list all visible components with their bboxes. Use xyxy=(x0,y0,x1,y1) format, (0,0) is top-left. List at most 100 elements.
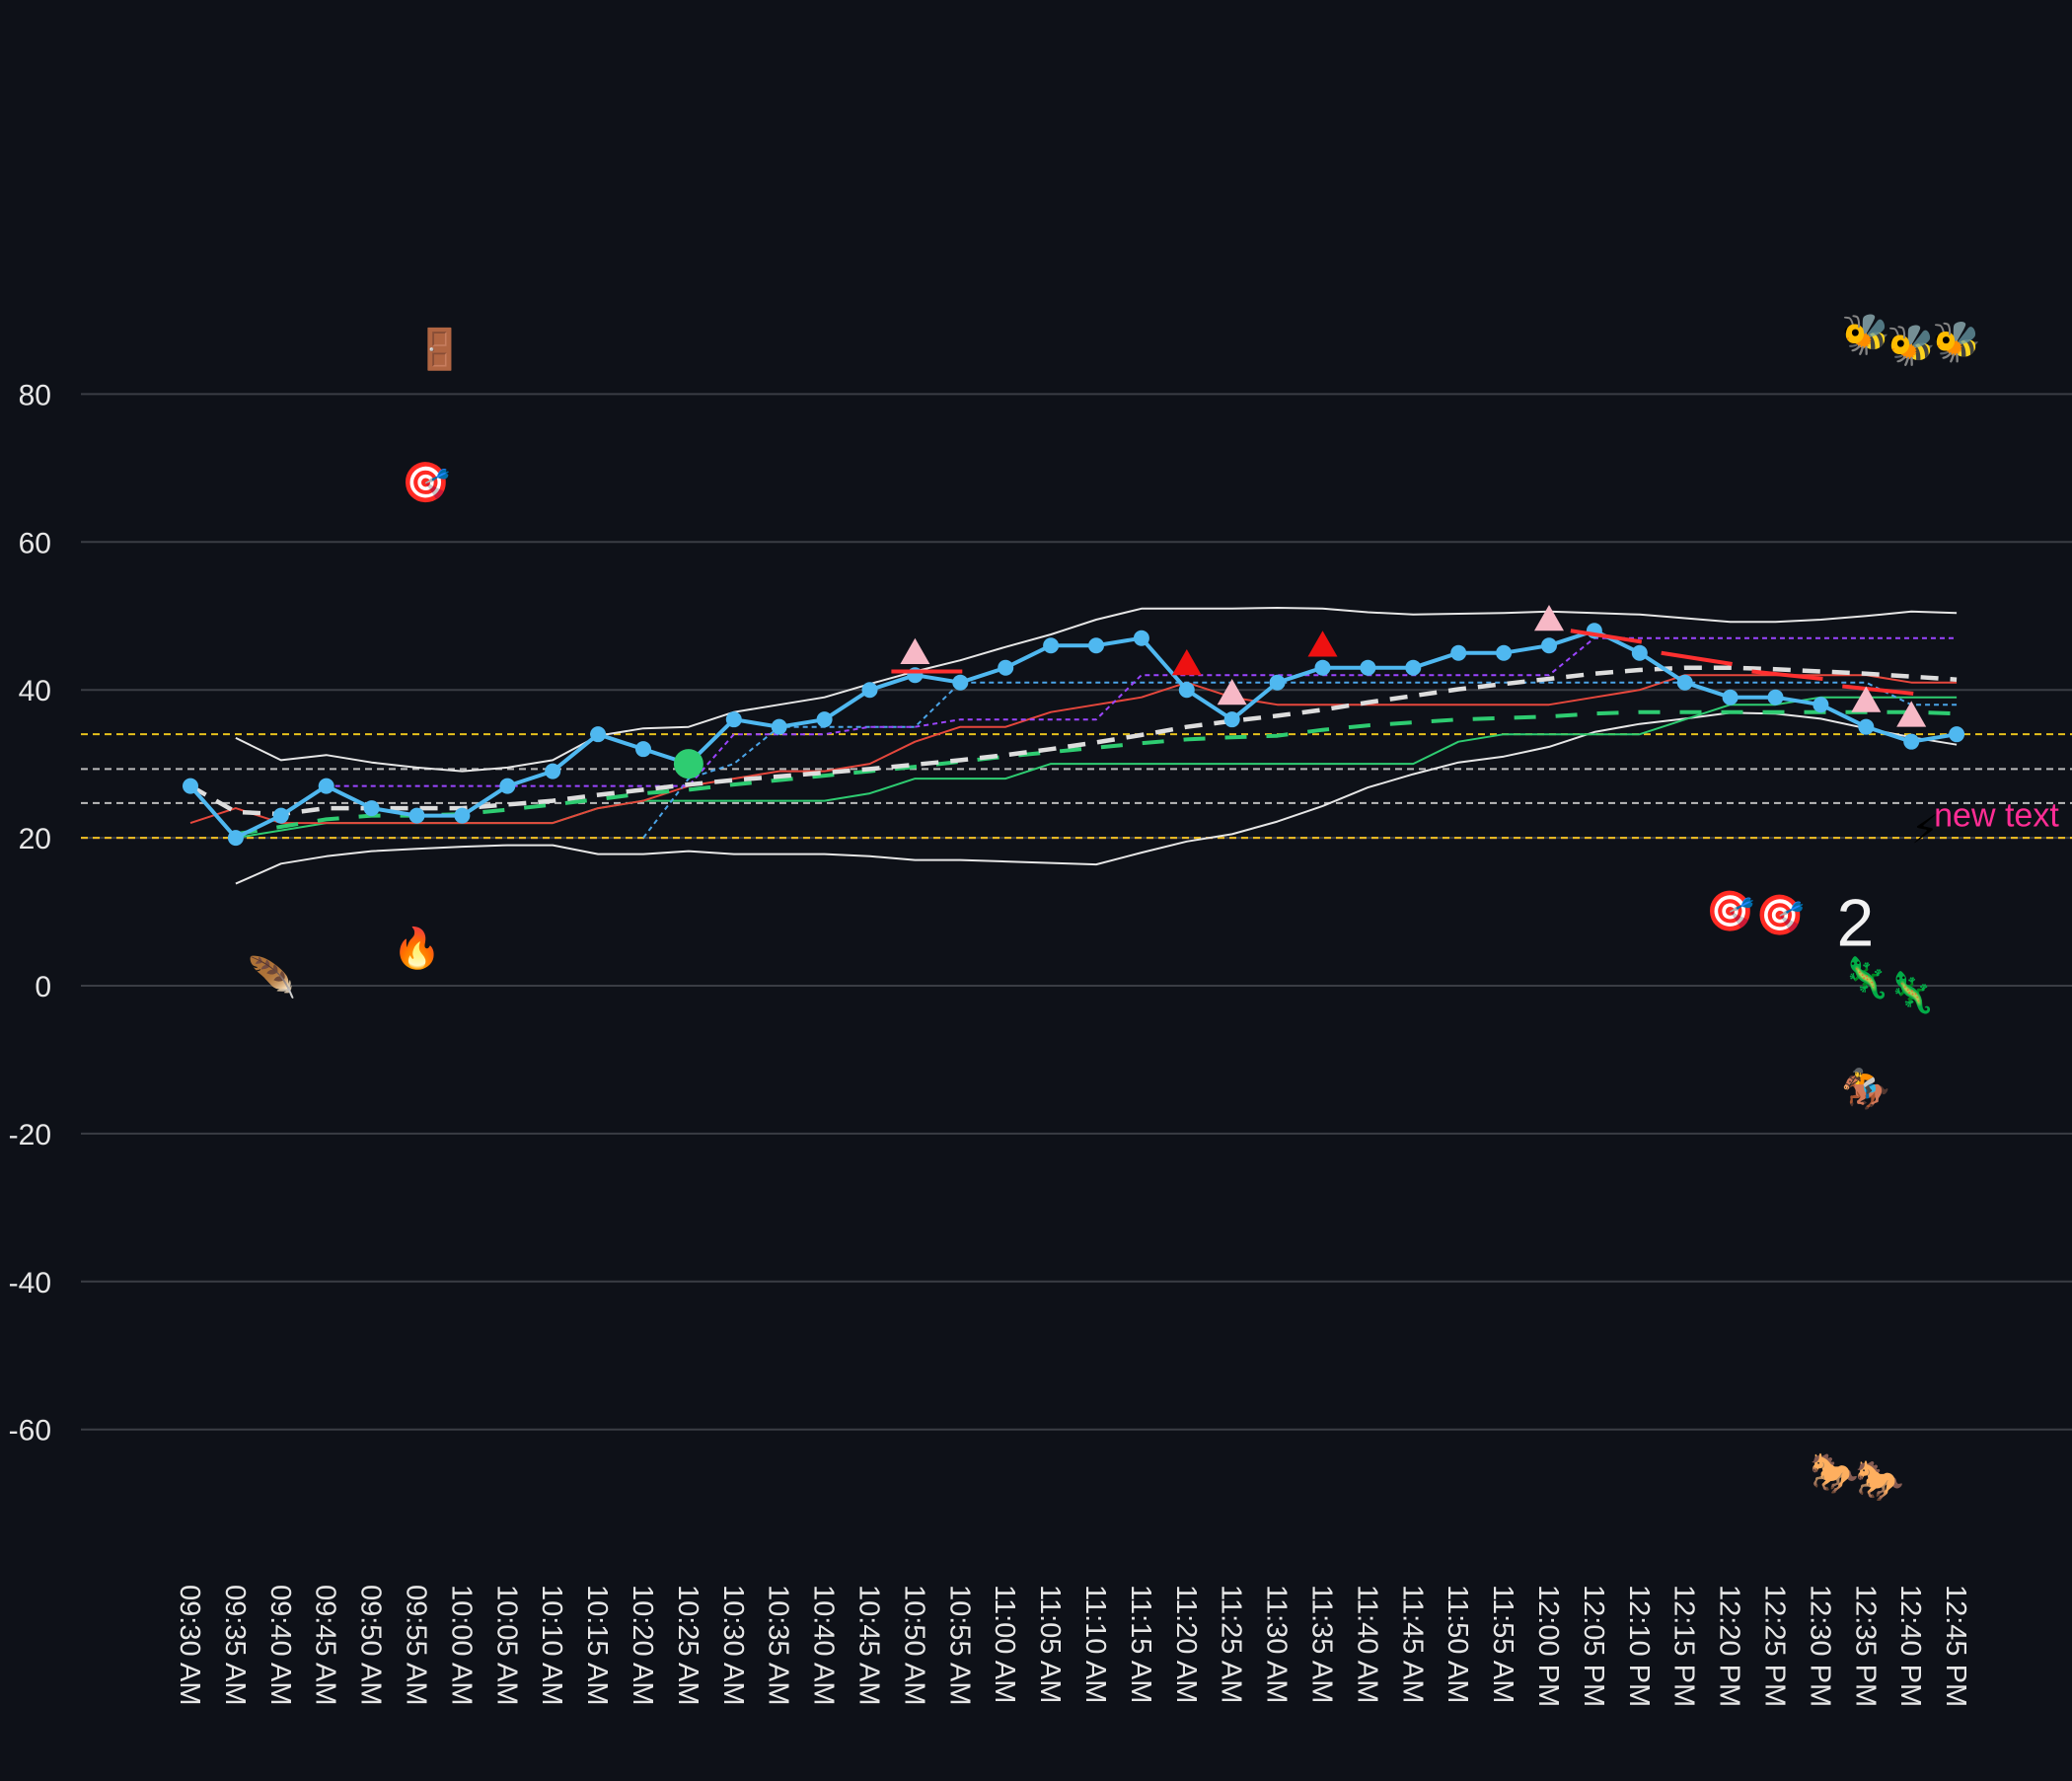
price-point xyxy=(590,726,607,743)
x-tick-label: 10:40 AM xyxy=(808,1585,840,1706)
price-point xyxy=(1631,644,1648,661)
price-point xyxy=(1178,682,1195,699)
emoji-layer: 🚪🎯🪶🔥🎯 🎯🐝🐝🐝🦎🦎🏇🐎🐎⚡ xyxy=(248,312,1981,1504)
annot-layer: new text 2 xyxy=(1836,797,2059,961)
x-tick-label: 11:55 AM xyxy=(1487,1585,1518,1703)
price-point xyxy=(1405,659,1422,676)
x-tick-label: 10:15 AM xyxy=(581,1585,613,1706)
marker-layer xyxy=(673,604,1927,779)
y-tick-label: 80 xyxy=(19,379,51,411)
x-tick-label: 09:55 AM xyxy=(401,1585,432,1706)
x-tick-label: 09:45 AM xyxy=(310,1585,341,1706)
x-tick-label: 10:05 AM xyxy=(490,1585,522,1706)
x-tick-label: 10:35 AM xyxy=(763,1585,794,1706)
price-point xyxy=(1496,644,1513,661)
series-line-bb_upper xyxy=(235,607,1958,773)
hline-layer xyxy=(81,733,2072,840)
price-point xyxy=(1676,674,1693,691)
trend-segment xyxy=(1751,669,1823,681)
price-point xyxy=(1949,726,1965,743)
price-point xyxy=(183,778,198,794)
price-point xyxy=(1088,637,1104,654)
x-tick-label: 12:05 PM xyxy=(1578,1585,1609,1707)
x-tick-label: 09:30 AM xyxy=(174,1585,205,1706)
x-tick-label: 11:10 AM xyxy=(1079,1585,1111,1703)
x-tick-label: 10:20 AM xyxy=(627,1585,658,1706)
signal-triangle xyxy=(1896,701,1927,727)
series-line-bb_lower xyxy=(235,711,1958,885)
x-tick-label: 11:40 AM xyxy=(1351,1585,1382,1703)
price-point xyxy=(1314,659,1331,676)
x-tick-label: 10:55 AM xyxy=(943,1585,975,1706)
signal-triangle xyxy=(1171,648,1202,676)
x-tick-label: 11:45 AM xyxy=(1396,1585,1428,1703)
price-point xyxy=(1043,637,1060,654)
y-tick-label: -40 xyxy=(9,1267,51,1299)
series-layer xyxy=(183,607,1965,885)
x-tick-label: 12:25 PM xyxy=(1759,1585,1791,1707)
horse-icon: 🐎 xyxy=(1855,1458,1904,1504)
x-tick-label: 10:00 AM xyxy=(445,1585,477,1706)
price-point xyxy=(998,659,1014,676)
x-tick-label: 09:40 AM xyxy=(264,1585,296,1706)
price-point xyxy=(1767,689,1784,705)
price-point xyxy=(952,674,969,691)
price-point xyxy=(1722,689,1739,705)
x-axis-ticks: 09:30 AM 09:35 AM 09:40 AM 09:45 AM 09:50 AM… xyxy=(174,1585,1971,1707)
horse-icon: 🐎 xyxy=(1810,1451,1859,1497)
x-tick-label: 12:30 PM xyxy=(1804,1585,1835,1707)
series-line-step_blue xyxy=(642,681,1958,839)
y-axis-ticks: 80 60 40 20 0 -20 -40 -60 xyxy=(9,379,51,1447)
signal-dot xyxy=(673,749,703,779)
x-tick-label: 12:45 PM xyxy=(1940,1585,1971,1707)
x-tick-label: 10:50 AM xyxy=(898,1585,929,1706)
y-tick-label: -60 xyxy=(9,1415,51,1447)
price-point xyxy=(1450,644,1467,661)
x-tick-label: 12:15 PM xyxy=(1668,1585,1700,1707)
series-line-trend_green xyxy=(235,709,1958,837)
bee-icon: 🐝 xyxy=(1887,324,1936,369)
price-point xyxy=(1541,637,1557,654)
price-point xyxy=(272,807,289,824)
x-tick-label: 09:35 AM xyxy=(219,1585,251,1706)
lizard-icon: 🦎 xyxy=(1887,969,1936,1015)
dart-target-icon: 🎯 xyxy=(402,460,451,505)
horse-racing-icon: 🏇 xyxy=(1841,1067,1890,1112)
x-tick-label: 11:20 AM xyxy=(1170,1585,1202,1703)
signal-triangle xyxy=(1307,631,1338,657)
x-tick-label: 10:45 AM xyxy=(853,1585,885,1706)
series-line-price xyxy=(188,629,1958,841)
signal-triangle xyxy=(1217,678,1247,705)
trend-segment xyxy=(1661,650,1733,666)
price-point xyxy=(635,741,651,758)
x-tick-label: 12:10 PM xyxy=(1623,1585,1655,1707)
x-tick-label: 11:35 AM xyxy=(1306,1585,1338,1703)
price-point xyxy=(227,830,244,847)
lightning-icon: ⚡ xyxy=(1911,808,1939,853)
price-point xyxy=(1269,674,1286,691)
price-point xyxy=(1223,711,1240,728)
price-point xyxy=(545,763,561,779)
price-point xyxy=(816,711,833,728)
price-point xyxy=(1133,630,1149,646)
series-line-ema_fast xyxy=(189,674,1958,825)
price-point xyxy=(454,807,471,824)
x-tick-label: 10:10 AM xyxy=(536,1585,567,1706)
x-tick-label: 10:30 AM xyxy=(717,1585,749,1706)
price-point xyxy=(1813,697,1829,713)
trend-segment xyxy=(1842,684,1914,696)
y-tick-label: 60 xyxy=(19,527,51,559)
lizard-icon: 🦎 xyxy=(1841,955,1890,1002)
price-point xyxy=(861,682,878,699)
price-point xyxy=(499,778,516,794)
bee-icon: 🐝 xyxy=(1932,320,1981,365)
x-tick-label: 11:50 AM xyxy=(1442,1585,1473,1703)
y-tick-label: 0 xyxy=(35,971,51,1003)
price-point xyxy=(1903,733,1920,750)
x-tick-label: 11:30 AM xyxy=(1261,1585,1293,1703)
y-tick-label: 40 xyxy=(19,675,51,707)
price-point xyxy=(725,711,742,728)
x-tick-label: 11:05 AM xyxy=(1034,1585,1066,1703)
signal-triangle xyxy=(900,637,930,664)
